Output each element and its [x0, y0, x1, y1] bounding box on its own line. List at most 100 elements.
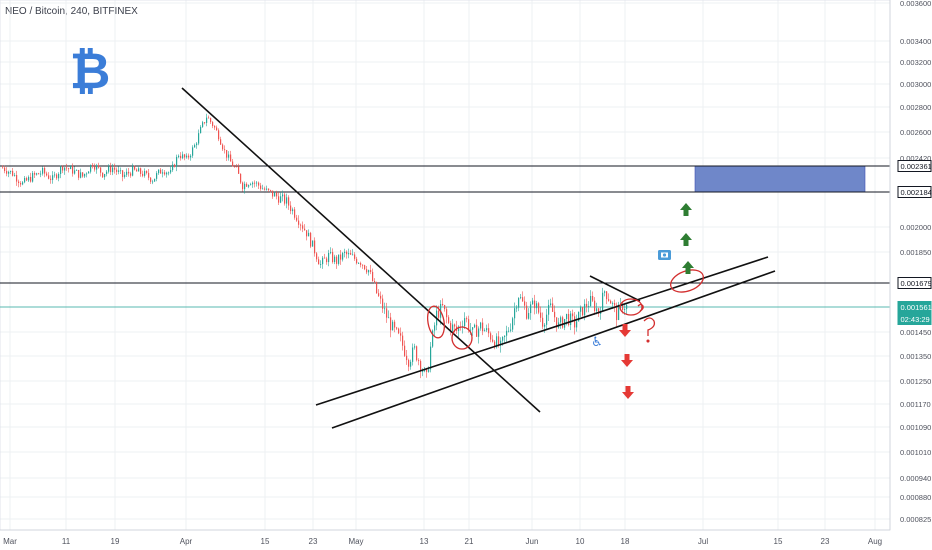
down-arrows — [619, 324, 634, 399]
candle-body — [430, 346, 432, 370]
price-tag-box — [897, 160, 932, 172]
candle-body — [588, 306, 590, 307]
candle-body — [388, 317, 390, 319]
candle-body — [134, 166, 136, 170]
candle-body — [394, 321, 396, 328]
down-arrow-icon-0 — [619, 324, 631, 337]
candle-body — [74, 170, 76, 174]
candle-body — [488, 328, 490, 334]
candle-body — [490, 333, 492, 340]
candle-body — [226, 149, 228, 158]
candle-body — [156, 173, 158, 179]
y-tick-label: 0.000880 — [900, 493, 931, 502]
candle-body — [70, 166, 72, 170]
small-question-mark-icon — [637, 303, 644, 312]
candle-body — [210, 118, 212, 123]
candle-body — [48, 175, 50, 179]
candle-body — [438, 310, 440, 318]
candle-body — [294, 209, 296, 218]
candle-body — [38, 173, 40, 175]
candle-body — [244, 183, 246, 190]
candle-body — [478, 328, 480, 337]
candle-body — [536, 303, 538, 309]
candle-body — [382, 298, 384, 309]
candle-body — [376, 281, 378, 294]
down-arrow-icon-1 — [621, 354, 633, 367]
candle-body — [590, 295, 592, 307]
candle-body — [168, 172, 170, 174]
candle-body — [374, 281, 376, 282]
y-axis: 0.003600 0.003400 0.003200 0.003000 0.002800… — [889, 0, 931, 530]
candle-body — [348, 253, 350, 255]
candle-body — [606, 291, 608, 300]
candle-body — [258, 182, 260, 186]
candle-body — [240, 173, 242, 183]
candle-body — [126, 171, 128, 175]
candle-body — [520, 297, 522, 299]
x-tick-label: Apr — [180, 537, 193, 546]
candle-body — [32, 173, 34, 182]
y-tick-label: 0.001350 — [900, 352, 931, 361]
candle-body — [344, 251, 346, 253]
candle-body — [480, 322, 482, 329]
candle-body — [90, 164, 92, 172]
candle-body — [176, 156, 178, 167]
candle-body — [338, 254, 340, 264]
candle-body — [320, 264, 322, 265]
candle-body — [76, 169, 78, 171]
x-tick-label: 19 — [111, 537, 120, 546]
candle-body — [466, 318, 468, 320]
candle-body — [230, 154, 232, 162]
candle-body — [538, 303, 540, 313]
candle-body — [596, 308, 598, 312]
candle-body — [292, 209, 294, 212]
x-tick-label: 15 — [261, 537, 270, 546]
candle-body — [256, 182, 258, 184]
dollar-icon — [658, 250, 671, 260]
candle-body — [524, 301, 526, 306]
candle-body — [616, 305, 618, 321]
candle-body — [336, 256, 338, 264]
candle-body — [102, 172, 104, 178]
y-tick-label: 0.003400 — [900, 37, 931, 46]
candle-body — [298, 220, 300, 225]
marker-circle-2 — [451, 326, 473, 350]
candle-body — [218, 130, 220, 140]
y-tick-label: 0.001850 — [900, 248, 931, 257]
price-tag-box — [897, 301, 932, 313]
candle-body — [612, 302, 614, 304]
candle-body — [386, 308, 388, 318]
candle-body — [220, 139, 222, 145]
candle-body — [580, 306, 582, 312]
candle-body — [476, 324, 478, 337]
candle-body — [484, 330, 486, 332]
candle-body — [140, 168, 142, 174]
candle-body — [26, 178, 28, 181]
candle-body — [602, 292, 604, 312]
candle-body — [142, 173, 144, 176]
accessibility-icon: ♿ — [591, 335, 603, 350]
candle-body — [250, 184, 252, 186]
candle-body — [280, 196, 282, 203]
candle-body — [508, 330, 510, 332]
candle-body — [408, 360, 410, 367]
candle-body — [472, 327, 474, 330]
candle-body — [60, 166, 62, 174]
candle-body — [576, 321, 578, 328]
candle-body — [454, 324, 456, 327]
candle-body — [324, 257, 326, 259]
up-arrow-icon-1 — [680, 233, 692, 246]
candle-body — [116, 169, 118, 172]
candle-body — [68, 168, 70, 170]
candle-body — [326, 258, 328, 263]
candle-body — [482, 322, 484, 332]
candle-body — [44, 168, 46, 174]
y-tick-label: 0.002600 — [900, 128, 931, 137]
price-tag-box — [897, 277, 932, 289]
candle-body — [514, 308, 516, 319]
candle-body — [506, 330, 508, 336]
downtrend-line — [181, 87, 541, 413]
candle-body — [516, 307, 518, 309]
candle-body — [190, 155, 192, 158]
